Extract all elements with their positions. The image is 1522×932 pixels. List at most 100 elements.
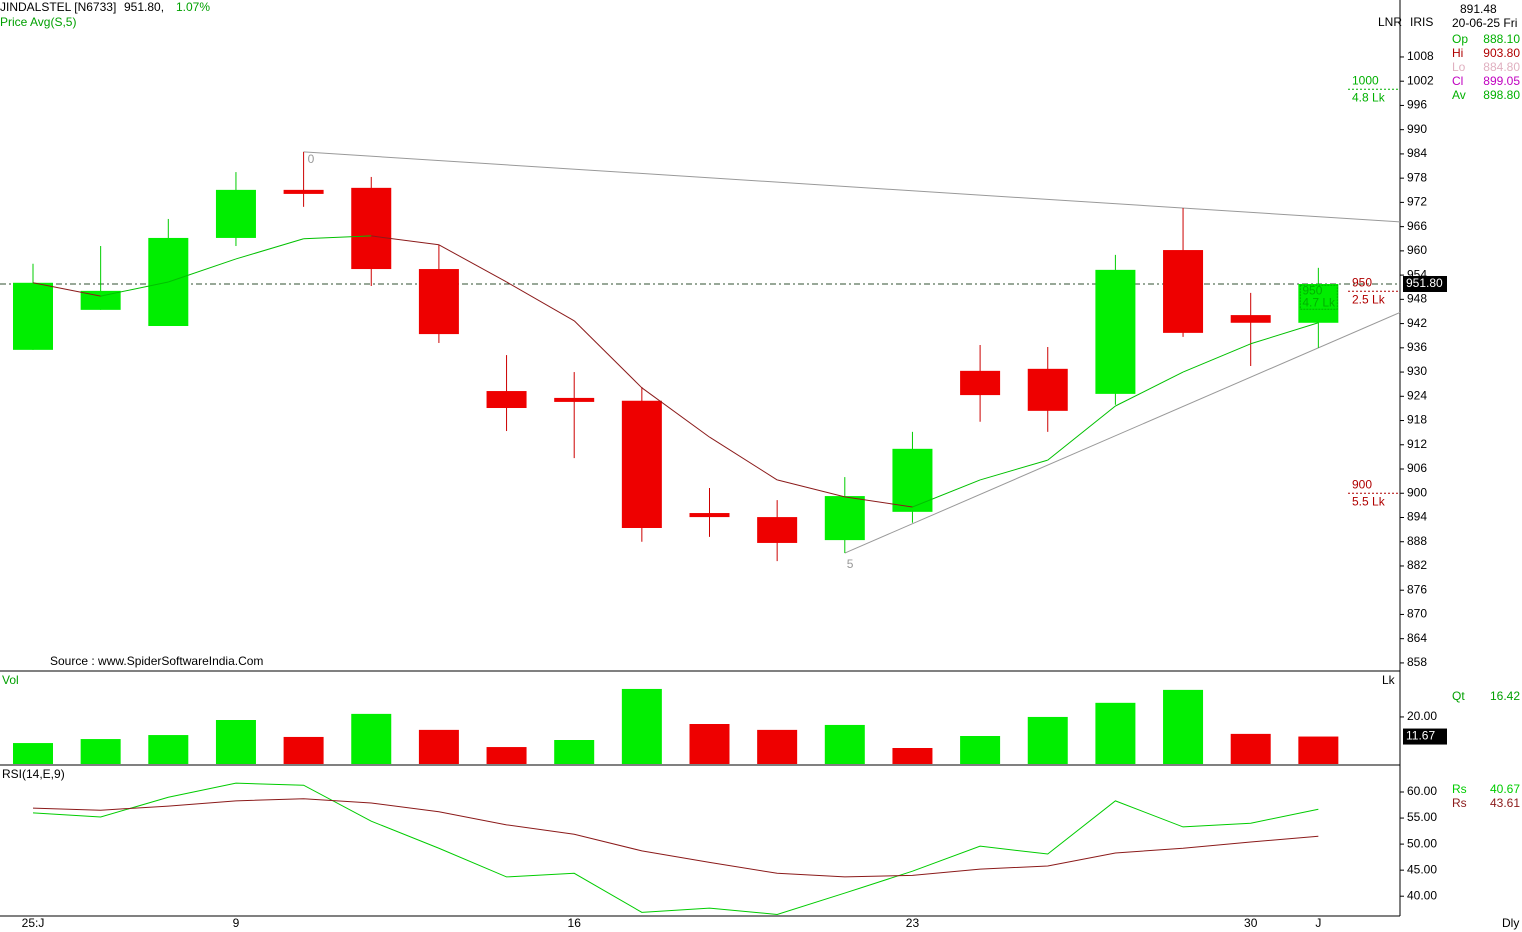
y-tick-label: 894 — [1407, 510, 1427, 524]
level-volume: 5.5 Lk — [1352, 494, 1386, 508]
avg-segment — [573, 320, 643, 389]
volume-bar — [1027, 716, 1068, 764]
symbol: JINDALSTEL [N6733] — [0, 0, 116, 14]
y-tick-label: 930 — [1407, 364, 1427, 378]
y-tick-label: 45.00 — [1407, 862, 1437, 876]
y-tick-label: 984 — [1407, 146, 1427, 160]
y-tick-label: 966 — [1407, 219, 1427, 233]
volume-bar — [215, 720, 256, 764]
current-volume: 4.7 Lk — [1302, 295, 1336, 309]
date: 20-06-25 Fri — [1452, 16, 1517, 30]
level-value: 1000 — [1352, 73, 1379, 87]
y-tick-label: 996 — [1407, 98, 1427, 112]
y-tick-label: 972 — [1407, 195, 1427, 209]
price: 951.80, — [124, 0, 164, 14]
candle-body — [824, 496, 865, 541]
info-label: Hi — [1452, 46, 1463, 60]
y-tick-label: 55.00 — [1407, 810, 1437, 824]
volume-bar — [13, 743, 53, 764]
source: Source : www.SpiderSoftwareIndia.Com — [50, 654, 263, 668]
volume-bar — [757, 729, 798, 764]
avg-segment — [1047, 405, 1116, 461]
avg-segment — [100, 281, 169, 297]
x-tick-label: 30 — [1244, 916, 1258, 930]
volume-unit: Lk — [1382, 673, 1396, 687]
candle-body — [418, 269, 459, 335]
y-tick-label: 942 — [1407, 316, 1427, 330]
level-value: 900 — [1352, 477, 1372, 491]
y-tick-label: 978 — [1407, 170, 1427, 184]
y-tick-label: 864 — [1407, 631, 1427, 645]
legend-value: 43.61 — [1490, 796, 1520, 810]
volume-bar — [621, 688, 662, 764]
y-tick-label: 906 — [1407, 461, 1427, 475]
y-tick-label: 50.00 — [1407, 836, 1437, 850]
candle-body — [80, 290, 121, 310]
candle-body — [892, 448, 933, 512]
avg-segment — [438, 244, 507, 283]
rsi-line — [32, 782, 1319, 915]
y-tick-label: 1008 — [1407, 49, 1434, 63]
x-tick-label: 25:J — [22, 916, 45, 930]
y-tick-label: 870 — [1407, 607, 1427, 621]
volume-bar — [283, 736, 324, 764]
period: Dly — [1502, 916, 1519, 930]
trendline — [303, 151, 1401, 223]
y-tick-label: 990 — [1407, 122, 1427, 136]
last-price-label: 951.80 — [1406, 276, 1443, 290]
candle-body — [1163, 250, 1204, 333]
x-tick-label: J — [1315, 916, 1321, 930]
avg-segment — [506, 281, 575, 322]
volume-bar — [148, 735, 189, 764]
qt-label: Qt — [1452, 689, 1465, 703]
avg-segment — [1182, 343, 1251, 373]
y-tick-label: 858 — [1407, 655, 1427, 669]
avg-segment — [168, 258, 237, 283]
x-tick-label: 9 — [233, 916, 240, 930]
volume-bar — [1230, 733, 1271, 764]
legend-value: 40.67 — [1490, 782, 1520, 796]
avg-segment — [235, 238, 304, 260]
qt-value: 16.42 — [1490, 689, 1520, 703]
level-volume: 2.5 Lk — [1352, 292, 1386, 306]
candle-body — [283, 189, 324, 194]
rsi-line — [32, 798, 1319, 878]
x-tick-label: 23 — [906, 916, 920, 930]
avg-segment — [303, 235, 372, 240]
trendline — [844, 311, 1401, 554]
avg-segment — [709, 436, 778, 481]
y-tick-label: 900 — [1407, 485, 1427, 499]
candle-body — [554, 397, 595, 402]
trendline-label: 5 — [847, 557, 854, 571]
y-tick-label: 924 — [1407, 388, 1427, 402]
candle-body — [960, 370, 1001, 396]
volume-bar — [960, 736, 1001, 764]
candle-body — [1230, 315, 1271, 323]
volume-bar — [1298, 736, 1339, 764]
y-tick-label: 876 — [1407, 582, 1427, 596]
volume-bar — [1095, 702, 1136, 764]
avg-segment — [912, 479, 981, 508]
y-tick-label: 882 — [1407, 558, 1427, 572]
volume-badge — [1403, 728, 1447, 745]
last-price-badge — [1403, 275, 1447, 292]
level-value: 950 — [1352, 275, 1372, 289]
candle-body — [13, 282, 53, 350]
volume-bar — [418, 729, 459, 764]
current-label-box — [1299, 284, 1338, 310]
info-label: Op — [1452, 32, 1468, 46]
volume-bar — [554, 740, 595, 764]
indicator: IRIS — [1410, 15, 1433, 29]
avg-segment — [1250, 322, 1319, 345]
y-tick-label: 1002 — [1407, 73, 1434, 87]
trendline-label: 0 — [308, 152, 315, 166]
avg-segment — [777, 479, 845, 498]
avg-title: Price Avg(S,5) — [0, 15, 76, 29]
y-tick-label: 960 — [1407, 243, 1427, 257]
y-tick-label: 888 — [1407, 534, 1427, 548]
avg-segment — [1115, 371, 1184, 407]
info-value: 903.80 — [1483, 46, 1520, 60]
level-volume: 4.8 Lk — [1352, 90, 1386, 104]
mode: LNR — [1378, 15, 1402, 29]
